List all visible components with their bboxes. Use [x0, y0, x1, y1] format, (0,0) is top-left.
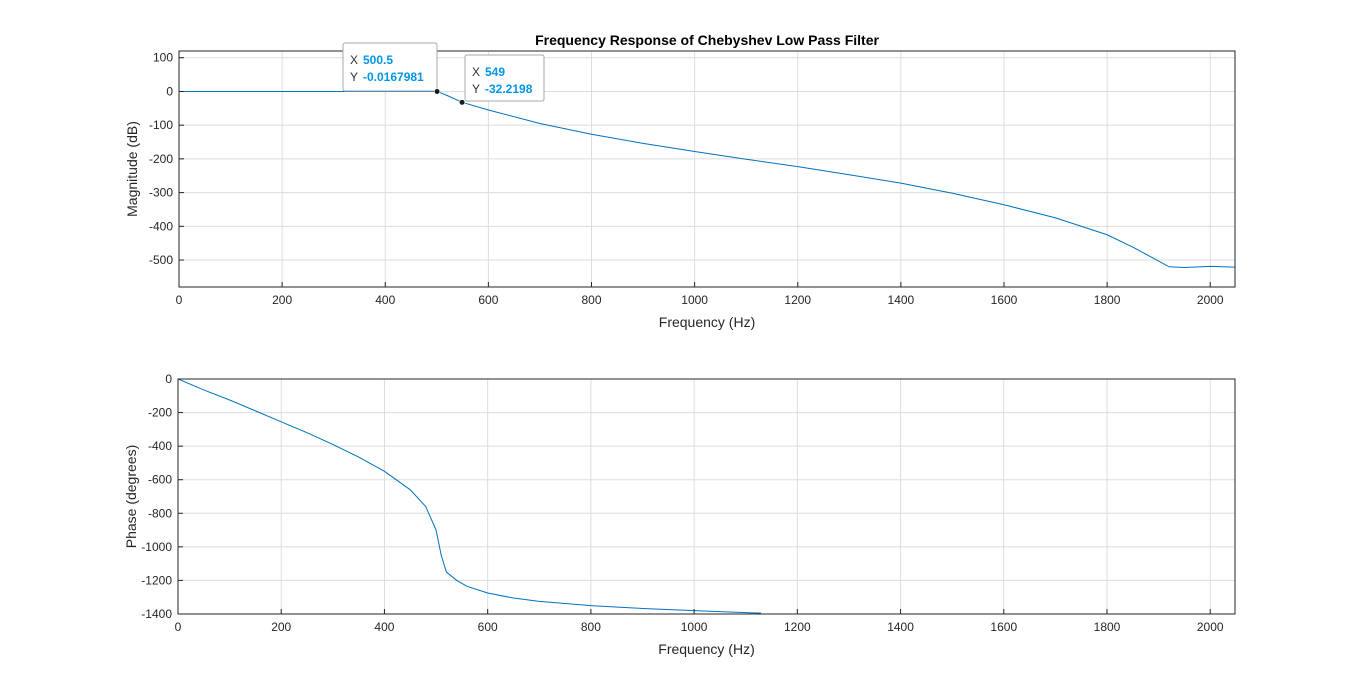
y-tick-label: -1400: [141, 607, 172, 621]
datatip-key: Y: [350, 70, 358, 84]
x-tick-label: 200: [272, 293, 292, 307]
chart-title: Frequency Response of Chebyshev Low Pass…: [535, 32, 879, 48]
datatip[interactable]: X 549 Y -32.2198: [458, 54, 545, 106]
x-tick-label: 800: [581, 293, 601, 307]
magnitude-plot[interactable]: 0 200 400 600 800 1000 1200 1400 1600 1800 2000100…: [124, 42, 1236, 330]
x-tick-label: 0: [175, 620, 182, 634]
x-tick-label: 1600: [991, 293, 1018, 307]
datatip-value: 500.5: [363, 53, 393, 67]
y-tick-label: -500: [149, 253, 173, 267]
y-tick-label: -300: [149, 186, 173, 200]
x-tick-label: 400: [374, 620, 394, 634]
x-tick-label: 1400: [888, 293, 915, 307]
plot-area: [178, 379, 1235, 614]
y-tick-label: -1200: [141, 573, 172, 587]
series-line[interactable]: [178, 379, 762, 614]
x-tick-label: 2000: [1197, 293, 1224, 307]
y-tick-label: -600: [148, 473, 172, 487]
x-axis-label: Frequency (Hz): [659, 314, 755, 330]
x-tick-label: 1600: [990, 620, 1017, 634]
y-tick-label: 100: [153, 51, 173, 65]
x-tick-label: 200: [271, 620, 291, 634]
x-tick-label: 1400: [887, 620, 914, 634]
x-tick-label: 1000: [681, 293, 708, 307]
x-tick-label: 600: [478, 620, 498, 634]
datatip-marker[interactable]: [433, 88, 441, 95]
x-tick-label: 600: [478, 293, 498, 307]
phase-plot[interactable]: 0 200 400 600 800 1000 1200 1400 1600 1800 2000 0 -2…: [123, 372, 1236, 657]
x-tick-label: 1800: [1094, 620, 1121, 634]
plot-area: [179, 51, 1235, 287]
y-tick-label: -400: [149, 219, 173, 233]
datatip-value: -32.2198: [485, 82, 533, 96]
x-tick-label: 400: [375, 293, 395, 307]
datatip-box: [342, 42, 438, 92]
x-axis-label: Frequency (Hz): [658, 641, 754, 657]
y-axis-label: Phase (degrees): [123, 445, 139, 549]
y-tick-label: -1000: [141, 540, 172, 554]
y-tick-label: 0: [165, 372, 172, 386]
axes-box: [178, 50, 1236, 288]
datatip-box: [464, 54, 545, 102]
datatip-key: X: [350, 53, 358, 67]
x-tick-label: 1200: [784, 620, 811, 634]
x-tick-label: 1200: [784, 293, 811, 307]
x-tick-label: 0: [176, 293, 183, 307]
y-tick-label: -200: [149, 152, 173, 166]
datatip-key: Y: [472, 82, 480, 96]
x-tick-label: 2000: [1197, 620, 1224, 634]
datatip-value: -0.0167981: [363, 70, 424, 84]
x-tick-label: 800: [581, 620, 601, 634]
datatip-marker[interactable]: [458, 99, 466, 106]
y-tick-label: 0: [166, 84, 173, 98]
datatip-value: 549: [485, 65, 505, 79]
x-tick-label: 1000: [681, 620, 708, 634]
x-tick-label: 1800: [1094, 293, 1121, 307]
y-axis-label: Magnitude (dB): [124, 121, 140, 217]
datatip-key: X: [472, 65, 480, 79]
y-tick-label: -400: [148, 439, 172, 453]
axes-box: [177, 378, 1236, 615]
datatip[interactable]: X 500.5 Y -0.0167981: [342, 42, 441, 95]
y-tick-label: -100: [149, 118, 173, 132]
y-tick-label: -800: [148, 506, 172, 520]
y-tick-label: -200: [148, 406, 172, 420]
